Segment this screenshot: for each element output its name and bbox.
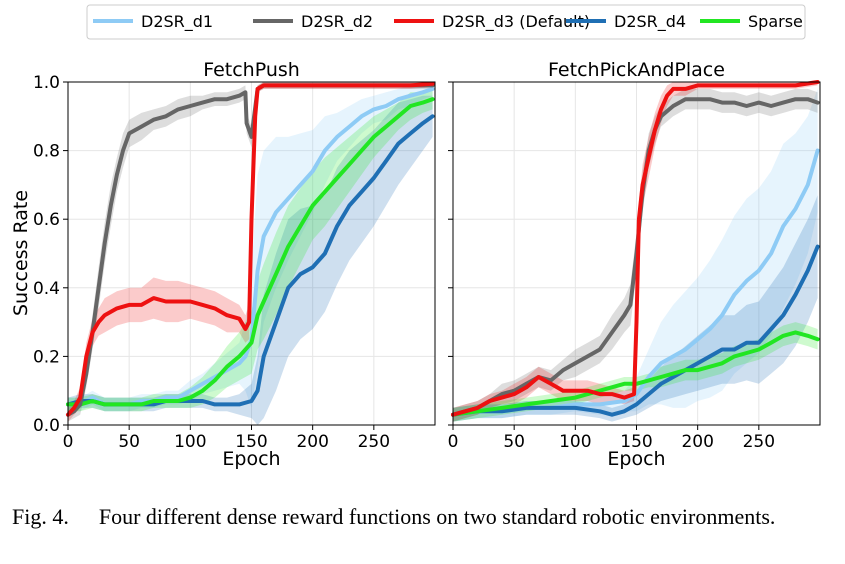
series-lines [66,81,435,417]
y-tick-label: 0.0 [33,416,60,436]
legend: D2SR_d1 D2SR_d2 D2SR_d3 (Default) D2SR_d4 Sp… [86,4,806,40]
legend-label-sparse: Sparse [748,12,803,31]
x-axis-label: Epoch [607,448,665,470]
x-tick-label: 0 [448,432,459,452]
legend-label-d2sr-d3-default: D2SR_d3 (Default) [442,12,590,32]
line-d2sr-d3-default [451,80,820,417]
y-tick-label: 0.2 [33,347,60,367]
line-sparse [66,97,435,407]
chart-title: FetchPickAndPlace [548,59,725,81]
line-d2sr-d4 [451,244,820,417]
caption-label: Fig. 4. [12,504,69,529]
y-tick-label: 0.4 [33,279,60,299]
series-lines [451,80,820,417]
y-tick-label: 1.0 [33,73,60,93]
band-d2sr-d4 [68,95,433,425]
chart-fetchpickandplace: 0 50 100 150 200 250 FetchPickAndPlace Epoch [448,59,821,470]
figure-caption: Fig. 4. Four different dense reward funct… [12,503,830,530]
band-d2sr-d1 [453,88,818,422]
y-tick-label: 0.8 [33,142,60,162]
x-tick-label: 0 [63,432,74,452]
x-tick-label: 250 [743,432,775,452]
x-axis-label: Epoch [222,448,280,470]
x-ticks: 0 50 100 150 200 250 [448,425,775,452]
y-axis-label: Success Rate [10,190,32,316]
y-ticks [448,81,453,426]
band-d2sr-d4 [453,195,818,422]
y-ticks: 0.0 0.2 0.4 0.6 0.8 1.0 [33,73,68,436]
legend-label-d2sr-d2: D2SR_d2 [301,12,373,32]
x-ticks: 0 50 100 150 200 250 [63,425,390,452]
x-tick-label: 150 [235,432,267,452]
y-tick-label: 0.6 [33,210,60,230]
x-tick-label: 100 [559,432,591,452]
x-tick-label: 250 [358,432,390,452]
figure: D2SR_d1 D2SR_d2 D2SR_d3 (Default) D2SR_d4 Sp… [10,4,821,470]
legend-box [86,4,806,40]
legend-label-d2sr-d1: D2SR_d1 [141,12,213,32]
line-d2sr-d3-default [66,81,435,417]
legend-label-d2sr-d4: D2SR_d4 [614,12,686,32]
chart-title: FetchPush [203,59,300,81]
x-tick-label: 200 [296,432,328,452]
band-sparse [68,88,433,412]
band-sparse [453,322,818,422]
line-sparse [451,330,820,417]
caption-text: Four different dense reward functions on… [98,504,776,529]
x-tick-label: 100 [174,432,206,452]
x-tick-label: 50 [503,432,525,452]
x-tick-label: 50 [118,432,140,452]
x-tick-label: 200 [681,432,713,452]
chart-fetchpush: 0 50 100 150 200 250 0.0 0.2 0.4 0.6 0.8 1.0 Fetch… [10,59,436,470]
x-tick-label: 150 [620,432,652,452]
